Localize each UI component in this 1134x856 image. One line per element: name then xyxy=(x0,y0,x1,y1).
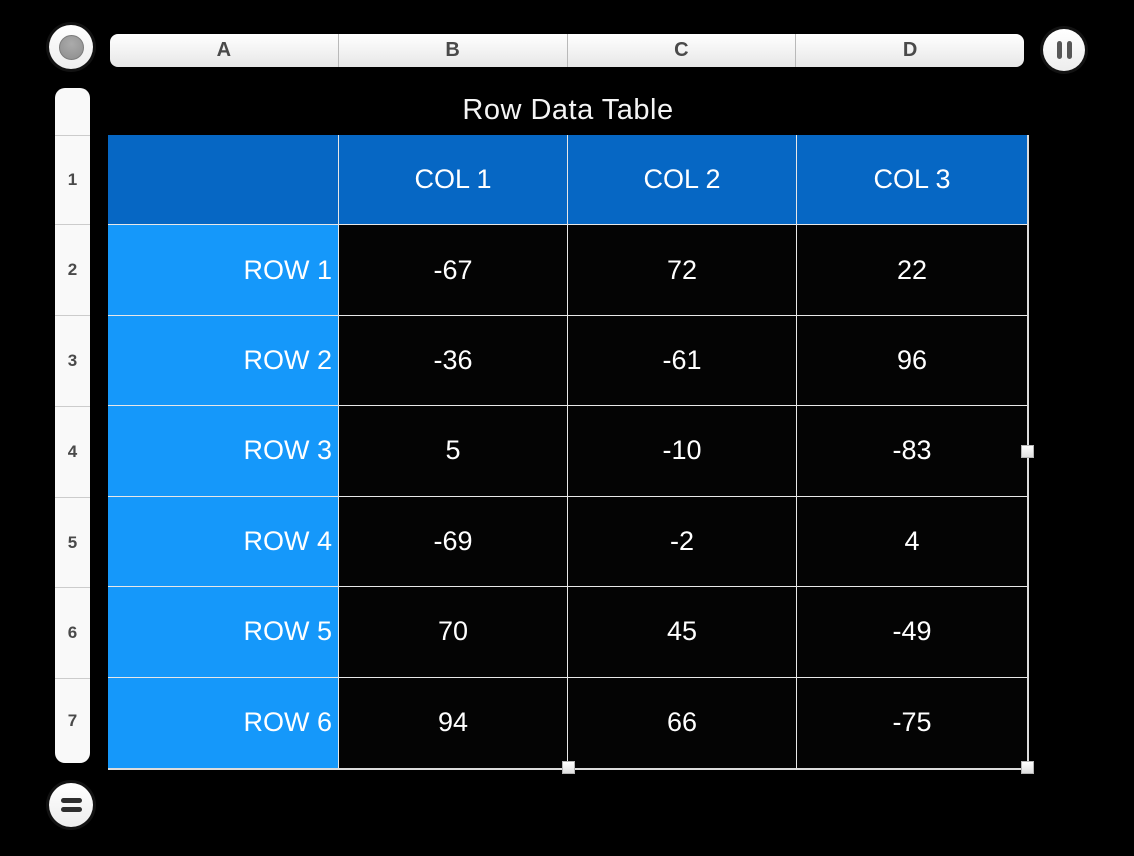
row-number-3[interactable]: 3 xyxy=(55,315,90,406)
column-header-a[interactable]: A xyxy=(110,34,339,67)
data-cell[interactable]: -36 xyxy=(339,315,568,407)
selection-handle-bottom[interactable] xyxy=(562,761,575,774)
equals-icon xyxy=(60,798,82,803)
data-table: COL 1 COL 2 COL 3 ROW 1 -67 72 22 ROW 2 … xyxy=(108,135,1029,770)
pause-icon xyxy=(1066,41,1072,59)
selection-handle-corner[interactable] xyxy=(1021,761,1034,774)
row-number-4[interactable]: 4 xyxy=(55,406,90,497)
row-label-cell[interactable]: ROW 5 xyxy=(108,587,339,678)
data-cell[interactable]: 72 xyxy=(568,225,797,316)
data-cell[interactable]: -49 xyxy=(797,587,1027,678)
row-number-6[interactable]: 6 xyxy=(55,587,90,678)
pause-button[interactable] xyxy=(1043,29,1085,71)
row-number-bar: 1 2 3 4 5 6 7 xyxy=(55,88,90,763)
data-cell[interactable]: 45 xyxy=(568,587,797,678)
data-cell[interactable]: 96 xyxy=(797,315,1027,407)
data-cell[interactable]: 22 xyxy=(797,225,1027,316)
row-number-7[interactable]: 7 xyxy=(55,678,90,763)
data-cell[interactable]: 4 xyxy=(797,496,1027,588)
record-button[interactable] xyxy=(49,25,93,69)
equals-icon xyxy=(60,807,82,812)
data-cell[interactable]: -2 xyxy=(568,496,797,588)
data-cell[interactable]: 5 xyxy=(339,406,568,497)
row-rail-corner[interactable] xyxy=(55,88,90,135)
data-cell[interactable]: 66 xyxy=(568,677,797,768)
selection-handle-right[interactable] xyxy=(1021,445,1034,458)
pause-icon xyxy=(1056,41,1062,59)
row-label-cell[interactable]: ROW 6 xyxy=(108,677,339,768)
table-title[interactable]: Row Data Table xyxy=(462,94,674,126)
data-cell[interactable]: 70 xyxy=(339,587,568,678)
col-header-cell-3[interactable]: COL 3 xyxy=(797,135,1027,226)
row-label-cell[interactable]: ROW 1 xyxy=(108,225,339,316)
col-header-cell-2[interactable]: COL 2 xyxy=(568,135,797,226)
data-cell[interactable]: -61 xyxy=(568,315,797,407)
col-header-cell-1[interactable]: COL 1 xyxy=(339,135,568,226)
data-cell[interactable]: -83 xyxy=(797,406,1027,497)
formula-button[interactable] xyxy=(49,783,93,827)
row-number-5[interactable]: 5 xyxy=(55,497,90,587)
column-header-c[interactable]: C xyxy=(568,34,797,67)
data-cell[interactable]: -75 xyxy=(797,677,1027,768)
row-label-cell[interactable]: ROW 2 xyxy=(108,315,339,407)
column-header-d[interactable]: D xyxy=(902,39,918,61)
row-label-cell[interactable]: ROW 3 xyxy=(108,406,339,497)
record-dot-icon xyxy=(58,34,84,60)
data-cell[interactable]: -10 xyxy=(568,406,797,497)
data-cell[interactable]: -67 xyxy=(339,225,568,316)
data-cell[interactable]: 94 xyxy=(339,677,568,768)
table-corner-cell[interactable] xyxy=(108,135,339,226)
row-number-2[interactable]: 2 xyxy=(55,224,90,315)
row-label-cell[interactable]: ROW 4 xyxy=(108,496,339,588)
row-number-1[interactable]: 1 xyxy=(55,135,90,224)
data-cell[interactable]: -69 xyxy=(339,496,568,588)
column-header-b[interactable]: B xyxy=(339,34,568,67)
column-header-bar: A B C D xyxy=(110,34,1024,67)
